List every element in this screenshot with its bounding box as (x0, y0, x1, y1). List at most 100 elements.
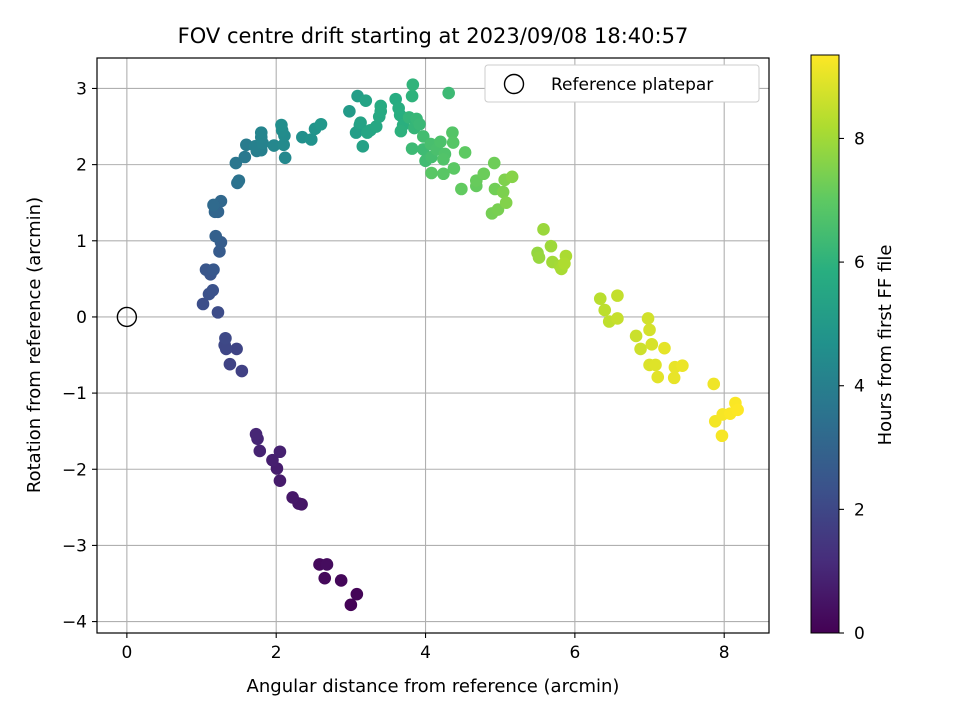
data-point (641, 312, 655, 325)
y-tick-label: −4 (62, 613, 87, 633)
data-point (434, 135, 447, 149)
data-point (629, 329, 643, 343)
legend-box (484, 64, 760, 103)
data-point (532, 251, 546, 264)
colorbar: 0 2 4 6 8 Hours from first FF file (810, 54, 896, 644)
data-point (356, 140, 370, 153)
data-point (477, 167, 491, 181)
data-point (254, 126, 268, 139)
data-point (487, 156, 501, 170)
data-point (611, 312, 624, 325)
data-point (442, 86, 455, 100)
x-tick-label: 0 (121, 643, 132, 663)
data-point (447, 162, 461, 175)
data-point (354, 116, 367, 130)
data-point (496, 185, 510, 199)
data-point (238, 150, 252, 164)
legend-reference-marker (503, 73, 525, 95)
data-point (235, 364, 249, 378)
data-point (277, 138, 290, 152)
data-point (611, 289, 624, 302)
x-axis-ticks: 0 2 4 6 8 (121, 633, 730, 663)
data-point (446, 136, 460, 149)
data-point (446, 126, 459, 139)
data-point (232, 174, 246, 187)
data-point (219, 331, 232, 345)
y-tick-label: 0 (76, 308, 87, 328)
plot-frame (96, 57, 770, 634)
data-point (318, 571, 332, 585)
data-point (406, 78, 420, 91)
data-point (206, 283, 220, 297)
data-points (196, 78, 744, 612)
data-point (715, 429, 729, 443)
data-point (230, 342, 243, 356)
data-point (275, 118, 288, 132)
colorbar-tick-label: 0 (854, 624, 865, 644)
data-point (643, 323, 656, 337)
data-point (598, 303, 612, 317)
colorbar-tick-label: 6 (854, 253, 865, 273)
data-point (649, 358, 662, 372)
data-point (437, 167, 450, 181)
data-point (304, 133, 318, 146)
data-point (537, 223, 550, 236)
colorbar-gradient (810, 54, 840, 634)
colorbar-tick-label: 4 (854, 377, 865, 397)
chart-title: FOV centre drift starting at 2023/09/08 … (178, 24, 689, 48)
data-point (209, 229, 223, 243)
reference-marker (116, 306, 138, 328)
data-point (344, 598, 358, 612)
data-point (273, 474, 287, 487)
data-point (667, 371, 681, 385)
data-point (544, 239, 558, 253)
y-tick-label: −3 (62, 536, 87, 556)
y-axis-ticks: −4 −3 −2 −1 0 1 2 3 (62, 79, 97, 633)
data-point (359, 94, 373, 107)
colorbar-tick-label: 2 (854, 500, 865, 520)
colorbar-tick-label: 8 (854, 129, 865, 149)
data-point (458, 146, 472, 159)
legend-label: Reference platepar (551, 75, 713, 95)
data-point (645, 338, 659, 351)
data-point (405, 89, 419, 103)
reference-point (116, 306, 138, 328)
data-point (651, 370, 665, 384)
data-point (249, 427, 263, 441)
y-tick-label: 1 (76, 232, 87, 252)
data-point (413, 117, 426, 131)
data-point (266, 453, 279, 467)
data-point (350, 587, 364, 601)
data-point (286, 491, 299, 504)
data-point (320, 558, 334, 571)
data-point (394, 124, 408, 138)
y-tick-label: −2 (62, 460, 87, 480)
data-point (278, 151, 292, 165)
y-tick-label: −1 (62, 384, 87, 404)
x-tick-label: 4 (420, 643, 431, 663)
data-point (634, 342, 647, 356)
data-point (374, 99, 388, 113)
x-axis-label: Angular distance from reference (arcmin) (247, 676, 620, 697)
data-point (196, 297, 210, 311)
data-point (558, 257, 571, 270)
data-point (223, 357, 237, 371)
x-tick-label: 6 (569, 643, 580, 663)
legend: Reference platepar (484, 64, 760, 103)
plot-area: 0 2 4 6 8 −4 −3 −2 −1 0 1 2 3 (62, 57, 770, 663)
data-point (707, 377, 721, 391)
data-point (314, 117, 328, 131)
data-point (425, 166, 438, 180)
data-point (334, 574, 348, 587)
y-tick-label: 2 (76, 156, 87, 176)
data-point (676, 359, 689, 372)
data-point (658, 341, 671, 355)
data-point (437, 152, 450, 166)
data-point (273, 445, 287, 459)
data-point (360, 126, 374, 139)
data-point (455, 182, 468, 196)
data-point (207, 198, 220, 212)
data-point (253, 444, 267, 458)
data-point (229, 156, 243, 170)
